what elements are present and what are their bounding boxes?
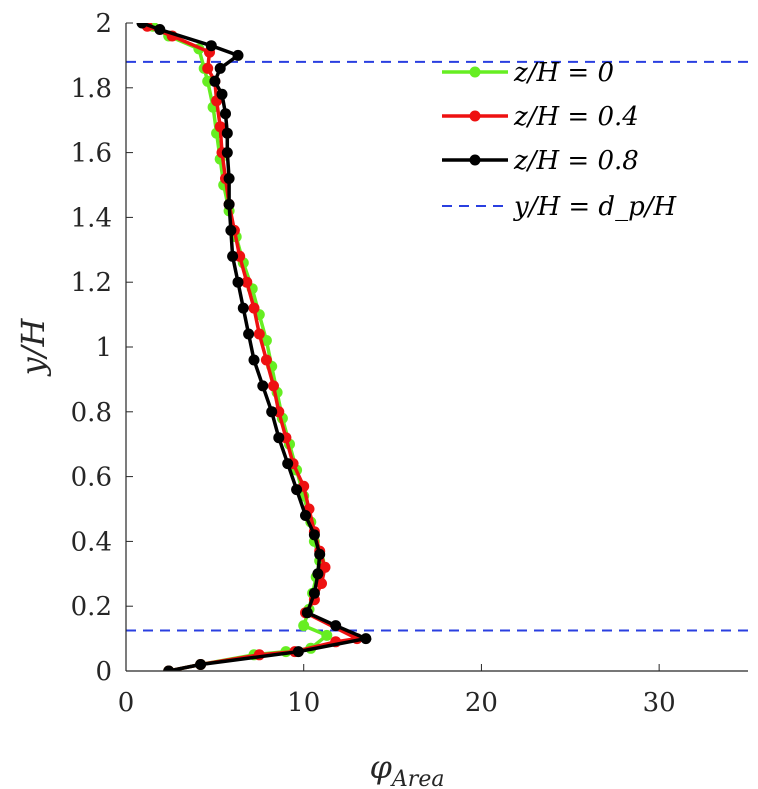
- data-point: [205, 40, 217, 52]
- x-tick-label: 0: [118, 688, 135, 718]
- data-point: [223, 173, 235, 184]
- data-point: [319, 561, 331, 573]
- data-point: [195, 659, 207, 670]
- data-point: [292, 646, 304, 658]
- legend-label: z/H = 0.8: [513, 146, 639, 176]
- data-point: [209, 75, 221, 87]
- x-tick-label: 10: [287, 688, 320, 718]
- series-0: [147, 23, 333, 671]
- data-point: [241, 276, 253, 288]
- data-point: [266, 406, 278, 418]
- data-point: [232, 276, 244, 288]
- data-point: [260, 354, 272, 366]
- data-point: [248, 302, 260, 314]
- data-point: [321, 629, 333, 641]
- data-point: [136, 23, 148, 29]
- series-line-2: [141, 23, 372, 671]
- data-point: [214, 62, 226, 74]
- y-tick-label: 0.2: [71, 592, 112, 622]
- data-point: [301, 607, 313, 619]
- y-tick-label: 0: [95, 657, 112, 687]
- data-point: [330, 620, 342, 632]
- legend-marker: [469, 110, 481, 122]
- data-point: [248, 354, 260, 366]
- data-point: [253, 328, 265, 340]
- data-point: [227, 250, 239, 262]
- x-axis-label: φArea: [370, 748, 445, 789]
- data-point: [298, 620, 310, 632]
- y-tick-label: 1.8: [71, 74, 112, 104]
- data-point: [300, 510, 311, 521]
- data-point: [225, 224, 237, 236]
- legend: z/H = 0 z/H = 0.4 z/H = 0.8 y/H = d_p/H: [442, 58, 677, 222]
- legend-item-3: y/H = d_p/H: [442, 192, 677, 222]
- data-point: [360, 633, 372, 645]
- data-point: [257, 380, 269, 392]
- data-point: [232, 49, 244, 61]
- y-tick-label: 1: [95, 333, 112, 363]
- y-tick-label: 0.4: [71, 527, 112, 557]
- axes: 0 10 20 30 0 0.2 0.4 0.6 0.8 1 1.2 1.4 1.6 1.8 2 φArea y…: [14, 9, 748, 789]
- data-point: [316, 578, 327, 589]
- series-line-0: [151, 24, 331, 671]
- data-point: [216, 88, 228, 100]
- data-point: [163, 665, 175, 671]
- data-point: [314, 548, 326, 560]
- legend-label: z/H = 0.4: [513, 102, 639, 132]
- y-tick-label: 0.6: [71, 463, 112, 493]
- data-point: [308, 587, 320, 599]
- legend-label: y/H = d_p/H: [513, 192, 677, 222]
- data-point: [260, 335, 272, 346]
- data-point: [154, 24, 166, 35]
- data-point: [202, 62, 214, 74]
- series-2: [136, 23, 372, 671]
- legend-label: z/H = 0: [513, 58, 614, 88]
- data-point: [243, 328, 255, 340]
- y-tick-label: 1.2: [71, 268, 112, 298]
- legend-marker: [469, 66, 481, 78]
- data-point: [223, 198, 235, 210]
- data-point: [273, 432, 285, 444]
- x-tick-label: 30: [643, 688, 676, 718]
- y-tick-label: 1.6: [71, 139, 112, 169]
- y-tick-label: 2: [95, 9, 112, 39]
- y-axis-label: y/H: [14, 318, 52, 378]
- data-point: [282, 458, 294, 470]
- y-tick-label: 1.4: [71, 203, 112, 233]
- x-tick-label: 20: [465, 688, 498, 718]
- legend-item-2: z/H = 0.8: [442, 146, 639, 176]
- data-point: [214, 121, 226, 133]
- data-point: [221, 147, 233, 159]
- data-point: [291, 484, 303, 496]
- plot-area: [126, 23, 748, 671]
- data-point: [221, 127, 233, 139]
- legend-marker: [469, 154, 481, 166]
- data-point: [312, 568, 324, 580]
- data-point: [237, 302, 249, 314]
- data-point: [308, 529, 320, 541]
- legend-item-1: z/H = 0.4: [442, 102, 639, 132]
- data-point: [220, 108, 231, 120]
- y-tick-label: 0.8: [71, 398, 112, 428]
- legend-item-0: z/H = 0: [442, 58, 614, 88]
- data-point: [268, 380, 279, 392]
